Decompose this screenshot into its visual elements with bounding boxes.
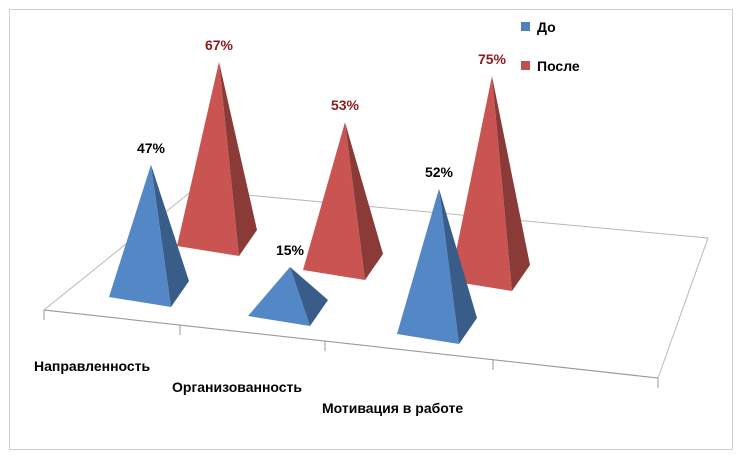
legend-label-do: До — [537, 19, 556, 35]
legend: До После — [521, 19, 580, 74]
data-label: 52% — [425, 164, 454, 180]
legend-swatch-do — [521, 22, 530, 31]
category-label: Мотивация в работе — [322, 400, 463, 416]
legend-label-posle: После — [537, 58, 580, 74]
pyramid-side-face — [151, 164, 189, 307]
pyramid-side-face — [219, 61, 257, 256]
data-label: 47% — [137, 140, 166, 156]
pyramid-front-face — [450, 76, 512, 291]
legend-swatch-posle — [521, 61, 530, 70]
data-label: 15% — [276, 242, 305, 258]
pyramid-front-face — [397, 188, 459, 344]
pyramid-side-face — [439, 188, 477, 344]
pyramid-front-face — [177, 61, 239, 256]
pyramid-front-face — [303, 122, 365, 280]
pyramid-side-face — [345, 122, 383, 280]
category-label: Организованность — [172, 379, 302, 395]
pyramid-front-face — [248, 267, 310, 326]
pyramid-side-face — [492, 76, 530, 291]
pyramid-side-face — [290, 267, 328, 326]
data-label: 67% — [205, 37, 234, 53]
data-label: 75% — [478, 51, 507, 67]
pyramid-front-face — [109, 164, 171, 307]
floor-front-edge — [43, 309, 659, 379]
data-label: 53% — [331, 97, 360, 113]
category-label: Направленность — [34, 358, 151, 374]
